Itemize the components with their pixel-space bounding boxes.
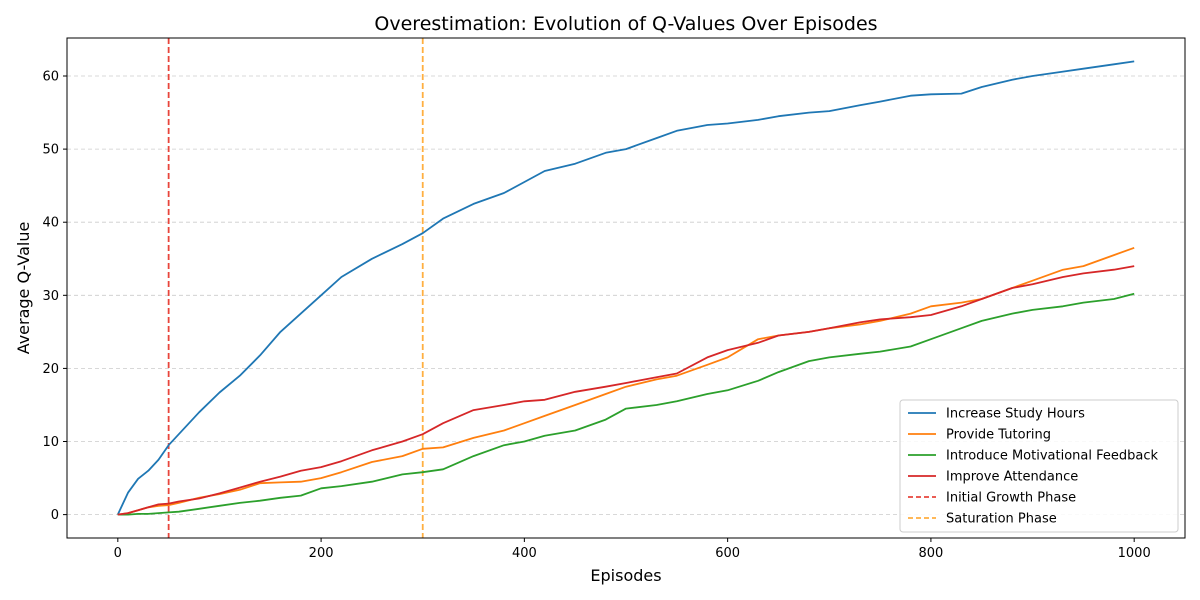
phase-lines — [167, 38, 424, 538]
legend-label: Introduce Motivational Feedback — [946, 449, 1158, 464]
legend-label: Initial Growth Phase — [946, 491, 1076, 506]
y-tick-label: 30 — [42, 289, 59, 304]
series-line — [116, 60, 1135, 515]
x-axis-label: Episodes — [590, 566, 661, 585]
x-tick-label: 1000 — [1118, 546, 1151, 561]
chart-title: Overestimation: Evolution of Q-Values Ov… — [374, 13, 877, 35]
x-tick-label: 0 — [114, 546, 122, 561]
series-line — [117, 265, 1135, 516]
plot-area-frame — [66, 37, 1186, 539]
legend-label: Increase Study Hours — [946, 407, 1085, 422]
series-line — [117, 292, 1135, 516]
y-tick-label: 50 — [42, 143, 59, 158]
y-axis-label: Average Q-Value — [14, 222, 33, 355]
legend: Increase Study Hours Provide Tutoring Intr… — [899, 399, 1179, 533]
y-tick-label: 10 — [42, 435, 59, 450]
y-tick-label: 0 — [51, 508, 59, 523]
axis-ticks: 0 200 400 600 800 1000 0 10 20 30 40 50 60 — [42, 70, 1150, 561]
y-tick-label: 40 — [42, 216, 59, 231]
legend-label: Saturation Phase — [946, 512, 1057, 527]
legend-box — [899, 399, 1179, 533]
y-tick-label: 60 — [42, 70, 59, 85]
y-tick-label: 20 — [42, 362, 59, 377]
series-lines — [116, 60, 1135, 516]
x-tick-label: 400 — [512, 546, 537, 561]
legend-label: Provide Tutoring — [946, 428, 1051, 443]
x-tick-label: 600 — [715, 546, 740, 561]
legend-label: Improve Attendance — [946, 470, 1078, 485]
x-tick-label: 200 — [309, 546, 334, 561]
x-tick-label: 800 — [918, 546, 943, 561]
